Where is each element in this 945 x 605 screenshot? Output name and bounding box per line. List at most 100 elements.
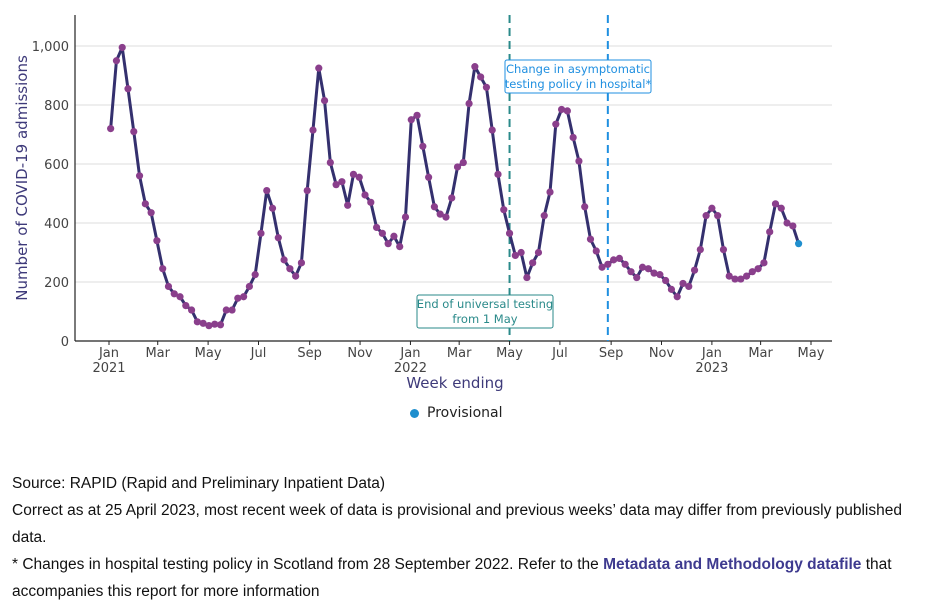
data-point	[702, 212, 710, 220]
data-point	[332, 181, 340, 189]
data-point	[477, 73, 485, 81]
data-point	[326, 158, 334, 167]
data-point	[378, 229, 386, 237]
data-point	[222, 306, 230, 314]
data-point	[650, 269, 658, 277]
y-tick-label: 0	[61, 335, 69, 350]
data-point	[199, 319, 207, 327]
x-tick-label: Jan	[701, 346, 722, 361]
x-tick-label: Jan	[98, 346, 119, 361]
y-tick-label: 600	[44, 158, 69, 173]
data-point	[182, 302, 190, 310]
data-point	[344, 201, 352, 209]
legend: Provisional	[410, 405, 502, 421]
data-point	[742, 272, 751, 280]
data-point	[748, 268, 756, 276]
annotation-text: Change in asymptomatic	[506, 62, 650, 76]
data-point	[448, 194, 456, 202]
x-tick-label: Sep	[599, 346, 624, 361]
data-point	[494, 170, 502, 178]
data-point	[604, 260, 612, 268]
data-point	[783, 219, 791, 227]
data-point	[627, 268, 635, 276]
data-point	[690, 266, 699, 274]
data-point	[610, 256, 618, 264]
data-point	[575, 157, 583, 165]
data-point	[552, 120, 560, 128]
provisional-legend-marker	[410, 408, 419, 418]
data-point	[245, 282, 253, 291]
data-point	[754, 265, 762, 273]
x-tick-label: Mar	[145, 346, 170, 361]
x-tick-label: Sep	[297, 346, 322, 361]
data-point	[505, 229, 514, 237]
data-point	[228, 306, 236, 314]
data-point	[673, 293, 681, 301]
x-tick-label: May	[496, 346, 523, 361]
data-point	[170, 290, 178, 298]
y-tick-label: 1,000	[32, 40, 69, 55]
data-point	[187, 306, 196, 314]
data-point	[581, 203, 589, 211]
data-point	[372, 223, 381, 232]
data-point	[592, 247, 600, 255]
data-point	[523, 273, 531, 282]
x-tick-label: Jan	[399, 346, 420, 361]
data-point	[292, 272, 300, 280]
data-point	[176, 293, 184, 301]
data-point	[205, 322, 213, 330]
data-point	[586, 235, 595, 243]
data-point	[107, 125, 115, 133]
data-point	[338, 178, 346, 186]
data-point	[500, 206, 508, 214]
x-tick-label: Jul	[551, 346, 568, 361]
data-point	[268, 204, 277, 212]
data-point	[234, 294, 242, 302]
data-point	[685, 282, 693, 291]
data-point	[766, 228, 774, 236]
data-point	[425, 173, 433, 181]
annotation-box	[504, 59, 652, 94]
data-point	[453, 163, 462, 171]
legend-label: Provisional	[427, 405, 503, 421]
data-point	[303, 186, 311, 195]
data-point	[633, 273, 641, 282]
metadata-link[interactable]: Metadata and Methodology datafile	[603, 556, 862, 573]
data-point	[274, 234, 282, 242]
data-point	[355, 173, 363, 181]
data-point	[211, 320, 219, 328]
y-tick-label: 400	[44, 217, 69, 232]
data-point	[320, 96, 329, 105]
x-tick-label: May	[195, 346, 222, 361]
data-point	[251, 271, 259, 279]
data-point	[459, 158, 467, 167]
correct-note: Correct as at 25 April 2023, most recent…	[12, 502, 902, 546]
data-point	[529, 259, 537, 267]
data-point	[771, 200, 780, 208]
data-point	[112, 57, 121, 65]
data-point	[130, 127, 138, 136]
annotation-box	[416, 294, 554, 329]
data-point	[465, 99, 473, 108]
data-point	[534, 248, 543, 257]
data-point	[482, 83, 491, 91]
data-point	[193, 318, 201, 326]
data-point	[390, 232, 398, 240]
policy-note: * Changes in hospital testing policy in …	[12, 551, 932, 605]
admissions-line	[109, 45, 801, 328]
data-point	[141, 200, 149, 208]
data-point	[164, 282, 173, 291]
data-point	[714, 212, 722, 220]
data-point	[708, 204, 716, 212]
data-point	[309, 126, 317, 134]
data-point	[638, 263, 647, 271]
x-tick-label: Mar	[447, 346, 472, 361]
data-point	[396, 243, 404, 251]
data-point	[153, 237, 161, 245]
data-point	[760, 259, 768, 267]
y-tick-label: 200	[44, 276, 69, 291]
data-point	[737, 275, 745, 283]
data-point	[569, 133, 577, 142]
data-point	[367, 198, 375, 206]
x-axis-title: Week ending	[406, 374, 503, 392]
